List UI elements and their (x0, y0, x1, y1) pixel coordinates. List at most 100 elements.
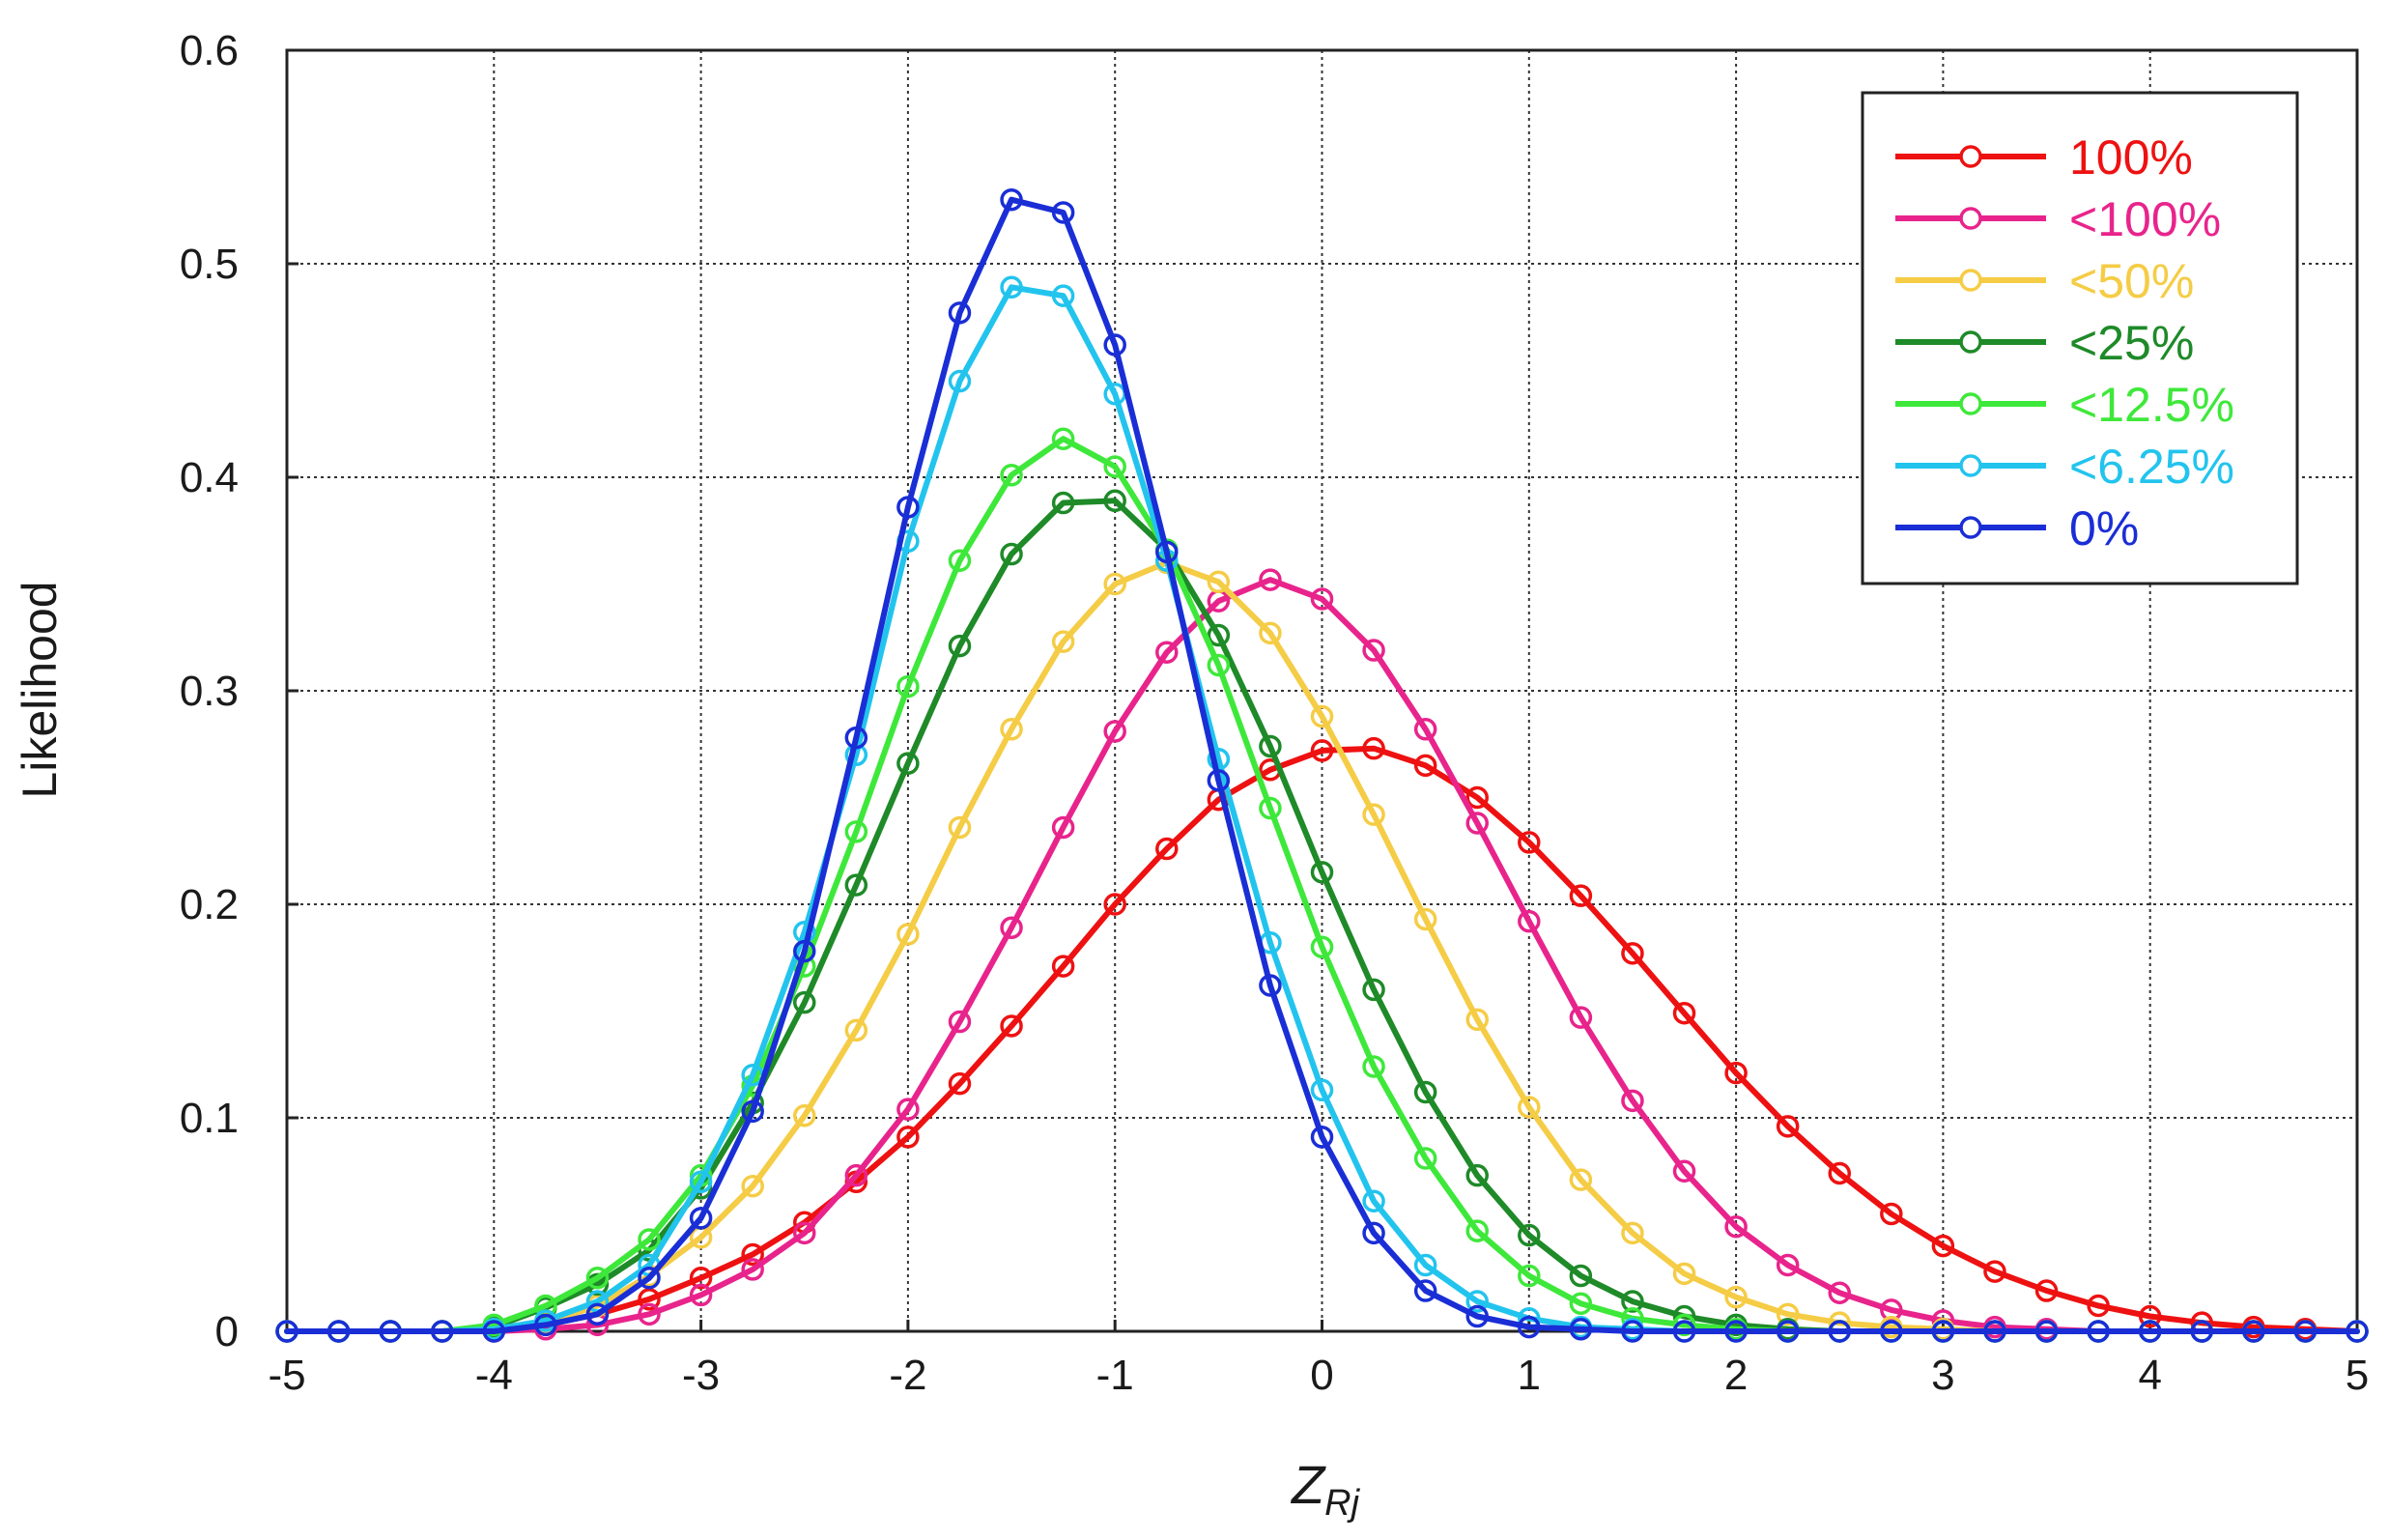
x-tick-label: 3 (1931, 1352, 1954, 1399)
legend-marker (1959, 330, 1982, 354)
y-tick-label: 0.1 (180, 1095, 239, 1142)
data-point (948, 1010, 972, 1034)
data-point (1672, 1262, 1696, 1286)
y-tick-label: 0.3 (180, 668, 239, 715)
data-point (1672, 1001, 1696, 1025)
data-point (534, 1313, 557, 1337)
legend-label: <12.5% (2069, 378, 2234, 432)
data-point (1000, 275, 1023, 299)
data-point (1465, 812, 1489, 835)
data-point (2034, 1279, 2059, 1302)
y-tick-label: 0 (215, 1308, 239, 1355)
data-point (896, 923, 920, 946)
data-point (1569, 884, 1593, 907)
data-point (1724, 1320, 1748, 1343)
data-point (896, 674, 920, 699)
data-point (1518, 1223, 1541, 1247)
legend-label: <25% (2069, 316, 2194, 370)
data-point (1621, 1290, 1644, 1313)
y-tick-label: 0.6 (180, 27, 239, 74)
data-point (1362, 803, 1385, 826)
data-point (2346, 1320, 2369, 1343)
data-point (638, 1302, 661, 1326)
data-point (1155, 641, 1179, 664)
data-point (638, 1288, 661, 1311)
x-tick-label: 5 (2346, 1352, 2369, 1399)
data-point (896, 752, 920, 775)
data-point (741, 1099, 764, 1124)
data-point (2087, 1294, 2110, 1318)
data-point (1724, 1285, 1748, 1309)
data-point (1155, 837, 1179, 861)
legend-item: <25% (1895, 316, 2194, 370)
data-point (1000, 916, 1023, 940)
series-line (284, 745, 2360, 1334)
legend-items: 100% <100% <50% <25% <12.5% <6.25% 0% (1895, 130, 2234, 556)
data-point (2034, 1320, 2059, 1343)
data-point (1465, 1008, 1489, 1032)
data-point (2138, 1320, 2162, 1343)
data-point (1207, 653, 1231, 677)
data-point (948, 1071, 972, 1096)
legend-item: <50% (1895, 254, 2194, 308)
data-point (1051, 491, 1075, 515)
data-point (1880, 1320, 1903, 1343)
data-point (1672, 1313, 1696, 1337)
y-tick-label: 0.5 (180, 241, 239, 288)
data-point (638, 1267, 661, 1290)
data-point (1413, 1080, 1437, 1104)
legend-item: <6.25% (1895, 440, 2234, 494)
data-point (1621, 1089, 1644, 1113)
x-axis-ticks: -5 -4 -3 -2 -1 0 1 2 3 4 5 (268, 1320, 2369, 1399)
legend-marker (1959, 454, 1982, 477)
data-point (1776, 1115, 1800, 1138)
data-point (1103, 893, 1126, 916)
data-point (1103, 720, 1126, 743)
data-point (1465, 785, 1489, 810)
legend-label: <50% (2069, 254, 2194, 308)
data-point (379, 1320, 402, 1343)
data-point (844, 726, 868, 750)
data-point (689, 1283, 713, 1307)
y-tick-label: 0.4 (180, 454, 239, 501)
data-point (793, 1221, 816, 1245)
data-point (1931, 1320, 1955, 1343)
data-point (1569, 1168, 1593, 1191)
x-tick-label: 1 (1518, 1352, 1541, 1399)
data-point (1983, 1260, 2006, 1283)
y-tick-label: 0.2 (180, 881, 239, 928)
data-point (1362, 736, 1385, 760)
data-point (1413, 754, 1437, 778)
data-point (1518, 909, 1541, 933)
data-point (1362, 1221, 1385, 1245)
data-point (1051, 815, 1075, 840)
legend-label: 0% (2069, 501, 2139, 556)
data-point (1672, 1159, 1696, 1183)
data-point (1828, 1320, 1851, 1343)
legend-marker (1959, 516, 1982, 539)
legend-item: <100% (1895, 192, 2221, 246)
data-point (1518, 1096, 1541, 1119)
data-point (1569, 1006, 1593, 1029)
data-point (1828, 1161, 1851, 1185)
legend: 100% <100% <50% <25% <12.5% <6.25% 0% (1861, 91, 2299, 585)
legend-marker (1959, 269, 1982, 292)
data-point (1465, 1290, 1489, 1313)
x-tick-label: -3 (682, 1352, 720, 1399)
data-point (1207, 769, 1231, 792)
data-point (1259, 734, 1282, 758)
series-line (284, 196, 2360, 1334)
data-point (1776, 1253, 1800, 1277)
data-point (1259, 621, 1282, 645)
data-point (1000, 542, 1023, 566)
data-point (1413, 718, 1437, 741)
data-point (430, 1320, 454, 1343)
data-point (1672, 1320, 1696, 1343)
x-tick-label: -5 (268, 1352, 305, 1399)
data-point (793, 939, 816, 963)
data-point (1931, 1234, 1955, 1258)
x-axis-label-main: Z (1290, 1454, 1326, 1515)
data-point (1310, 739, 1334, 762)
data-point (1569, 1318, 1593, 1341)
